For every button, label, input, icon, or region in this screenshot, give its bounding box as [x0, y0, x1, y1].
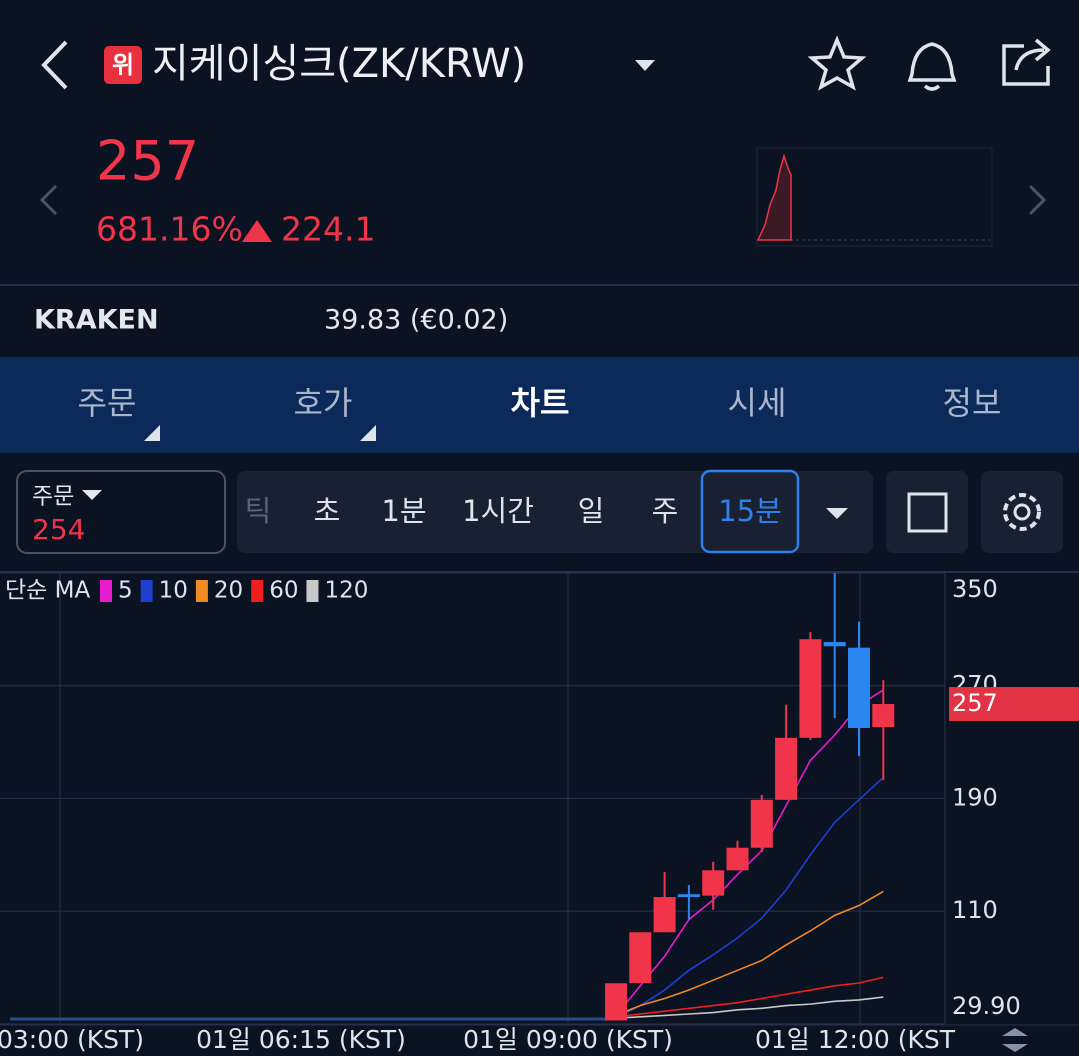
- order-box[interactable]: [16, 470, 226, 554]
- last-price-tag: [949, 687, 1079, 722]
- layout-button[interactable]: [886, 471, 968, 553]
- legend-title: 단순 MA: [5, 578, 90, 604]
- last-price: 257: [96, 130, 199, 193]
- share-icon[interactable]: [1002, 38, 1051, 86]
- up-arrow: [242, 220, 272, 242]
- candle-body: [823, 642, 846, 647]
- alert-icon[interactable]: [907, 42, 957, 91]
- candle-body: [848, 647, 870, 728]
- interval-bar: [237, 471, 873, 553]
- candle-body: [677, 894, 700, 898]
- sparkline: [756, 153, 792, 241]
- layout-icon: [907, 492, 948, 533]
- candle-body: [775, 737, 798, 800]
- legend-label: 120: [324, 578, 368, 604]
- interval[interactable]: 1분: [381, 494, 426, 528]
- ma-line: [615, 776, 884, 1019]
- tab[interactable]: 시세: [728, 384, 787, 422]
- interval-selected: [700, 469, 800, 554]
- favorite-icon[interactable]: [807, 35, 867, 91]
- legend-swatch: [100, 580, 112, 602]
- order-dropdown[interactable]: [82, 490, 102, 500]
- change-amount: 224.1: [281, 210, 375, 249]
- legend-swatch: [306, 580, 319, 602]
- interval[interactable]: 틱: [245, 494, 272, 528]
- legend-label: 60: [269, 578, 298, 604]
- scroll-up[interactable]: [1002, 1028, 1028, 1036]
- x-tick-label: 01일 06:15 (KST): [196, 1025, 406, 1054]
- tab[interactable]: 차트: [511, 384, 570, 422]
- order-label: 주문: [32, 484, 74, 510]
- legend-label: 5: [118, 578, 133, 604]
- x-tick-label: 01일 12:00 (KST: [755, 1025, 956, 1054]
- tab-corner: [144, 425, 160, 441]
- candle-body: [653, 897, 676, 933]
- candle-body: [750, 799, 773, 848]
- candle-body: [872, 704, 895, 727]
- settings-icon-center: [1013, 503, 1031, 521]
- candle-body: [726, 847, 749, 871]
- exchange-price: 39.83 (€0.02): [324, 305, 508, 336]
- interval-dropdown[interactable]: [826, 508, 848, 519]
- tab-corner: [360, 425, 376, 441]
- prev-button[interactable]: [39, 184, 58, 216]
- candle-body: [629, 932, 652, 983]
- x-tick-label: 일 03:00 (KST): [0, 1025, 144, 1054]
- interval[interactable]: 주: [652, 494, 679, 528]
- scroll-down[interactable]: [1002, 1044, 1028, 1052]
- tab[interactable]: 호가: [294, 384, 353, 422]
- ma-line: [615, 689, 884, 1016]
- legend-swatch: [140, 580, 153, 602]
- ma-line: [615, 996, 884, 1020]
- change-pct: 681.16%: [96, 210, 243, 249]
- legend-label: 20: [214, 578, 243, 604]
- legend-swatch: [251, 580, 264, 602]
- interval[interactable]: 초: [314, 494, 341, 528]
- interval[interactable]: 1시간: [462, 494, 534, 528]
- market-title[interactable]: 지케이싱크(ZK/KRW): [152, 41, 526, 87]
- settings-icon: [1003, 493, 1041, 531]
- y-tick-label: 350: [952, 575, 998, 603]
- tab[interactable]: 정보: [943, 384, 1002, 422]
- y-tick-label: 110: [952, 896, 998, 924]
- settings-button[interactable]: [981, 471, 1063, 553]
- ma-line: [615, 976, 884, 1018]
- order-value: 254: [32, 513, 85, 546]
- interval[interactable]: 일: [578, 494, 605, 528]
- candle-body: [799, 639, 822, 738]
- legend-label: 10: [159, 578, 188, 604]
- exchange-name: KRAKEN: [34, 305, 159, 336]
- interval[interactable]: 15분: [718, 494, 782, 528]
- legend-swatch: [195, 580, 208, 602]
- last-price-label: 257: [952, 689, 998, 717]
- y-tick-label: 29.90: [952, 992, 1021, 1020]
- candle-body: [702, 870, 725, 896]
- back-button[interactable]: [41, 40, 68, 90]
- badge-text: 위: [112, 51, 134, 79]
- candle-body: [605, 983, 627, 1021]
- sparkline-box: [756, 147, 993, 247]
- y-tick-label: 190: [952, 783, 998, 811]
- title-dropdown[interactable]: [635, 60, 655, 71]
- tab[interactable]: 주문: [78, 384, 137, 422]
- tab-bar: [0, 357, 1079, 453]
- x-tick-label: 01일 09:00 (KST): [463, 1025, 673, 1054]
- next-button[interactable]: [1028, 184, 1047, 216]
- warning-badge: [104, 46, 142, 84]
- ma-line: [615, 890, 884, 1017]
